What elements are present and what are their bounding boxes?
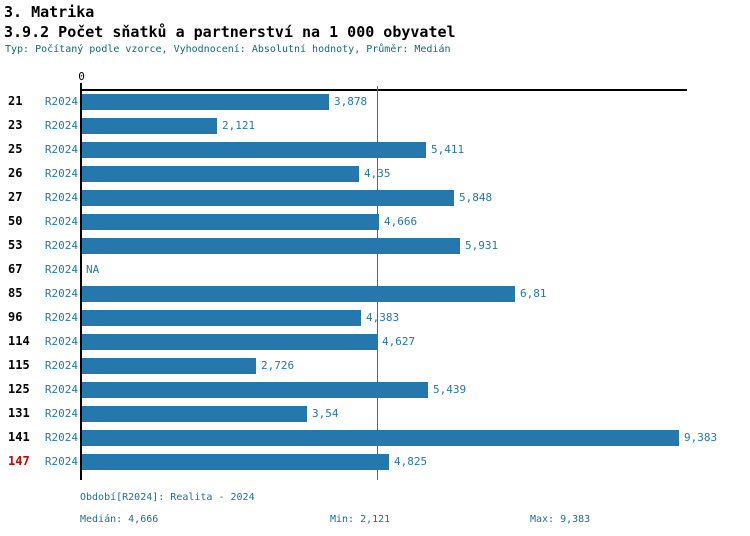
chart-row: 125 R2024 5,439 [0,378,750,402]
row-period-label: R2024 [44,143,78,156]
bar-value-label: 5,411 [431,143,465,156]
bar [82,118,217,134]
bar [82,142,426,158]
bar [82,286,515,302]
row-category-label: 131 [8,406,30,420]
row-category-label: 67 [8,262,23,276]
row-period-label: R2024 [44,311,78,324]
footer-median-stat: Medián: 4,666 [80,514,159,525]
row-period-label: R2024 [44,455,78,468]
x-axis-zero-tick-label: 0 [78,70,85,83]
row-category-label: 114 [8,334,30,348]
chart-row: 53 R2024 5,931 [0,234,750,258]
bar-value-label: 3,878 [334,95,368,108]
row-period-label: R2024 [44,215,78,228]
bar-value-label: 4,383 [366,311,400,324]
bar-value-label: 4,666 [384,215,418,228]
bar-value-label: 4,627 [382,335,416,348]
row-period-label: R2024 [44,407,78,420]
bar [82,430,679,446]
row-period-label: R2024 [44,95,78,108]
row-category-label: 96 [8,310,23,324]
row-category-label: 147 [8,454,30,468]
bar [82,94,329,110]
row-period-label: R2024 [44,167,78,180]
bar [82,382,428,398]
chart-title: 3.9.2 Počet sňatků a partnerství na 1 00… [4,23,456,41]
row-category-label: 125 [8,382,30,396]
bar-value-label: 3,54 [312,407,339,420]
row-period-label: R2024 [44,431,78,444]
row-category-label: 50 [8,214,23,228]
median-reference-line [377,86,378,480]
bar [82,238,460,254]
bar [82,358,256,374]
x-axis-line [81,89,687,91]
chart-info-line: Typ: Počítaný podle vzorce, Vyhodnocení:… [5,44,451,55]
bar [82,214,379,230]
bar [82,406,307,422]
row-category-label: 53 [8,238,23,252]
chart-row: 96 R2024 4,383 [0,306,750,330]
chart-row: 115 R2024 2,726 [0,354,750,378]
row-period-label: R2024 [44,239,78,252]
bar [82,454,389,470]
row-period-label: R2024 [44,191,78,204]
bar-value-label: 5,439 [433,383,467,396]
bar-value-label: 9,383 [684,431,718,444]
row-category-label: 85 [8,286,23,300]
bar-value-label: 6,81 [520,287,547,300]
row-category-label: 27 [8,190,23,204]
bar [82,310,361,326]
footer-max-stat: Max: 9,383 [530,514,591,525]
row-category-label: 21 [8,94,23,108]
chart-row: 114 R2024 4,627 [0,330,750,354]
bar [82,190,454,206]
row-period-label: R2024 [44,383,78,396]
chart-row: 141 R2024 9,383 [0,426,750,450]
row-period-label: R2024 [44,335,78,348]
y-axis-line [80,83,82,480]
row-category-label: 23 [8,118,23,132]
footer-min-stat: Min: 2,121 [330,514,391,525]
row-period-label: R2024 [44,287,78,300]
chart-row: 25 R2024 5,411 [0,138,750,162]
footer-period-label: Období[R2024]: Realita - 2024 [80,492,255,503]
bar-value-label: 4,35 [364,167,391,180]
row-period-label: R2024 [44,119,78,132]
row-category-label: 141 [8,430,30,444]
bar-value-label: 5,848 [459,191,493,204]
bar-value-label: 2,726 [261,359,295,372]
bar-value-label: 2,121 [222,119,256,132]
chart-row: 21 R2024 3,878 [0,90,750,114]
chart-row: 85 R2024 6,81 [0,282,750,306]
row-category-label: 26 [8,166,23,180]
chart-row: 50 R2024 4,666 [0,210,750,234]
row-category-label: 115 [8,358,30,372]
row-period-label: R2024 [44,359,78,372]
chart-row: 26 R2024 4,35 [0,162,750,186]
bar [82,334,377,350]
bar-value-label: 5,931 [465,239,499,252]
chart-row: 67 R2024 NA [0,258,750,282]
section-title: 3. Matrika [4,3,95,21]
chart-row: 131 R2024 3,54 [0,402,750,426]
chart-row: 147 R2024 4,825 [0,450,750,474]
row-category-label: 25 [8,142,23,156]
row-period-label: R2024 [44,263,78,276]
bar [82,166,359,182]
chart-row: 23 R2024 2,121 [0,114,750,138]
bar-value-label: NA [86,263,100,276]
chart-rows: 21 R2024 3,878 23 R2024 2,121 25 R2024 5… [0,90,750,474]
chart-row: 27 R2024 5,848 [0,186,750,210]
bar-value-label: 4,825 [394,455,428,468]
